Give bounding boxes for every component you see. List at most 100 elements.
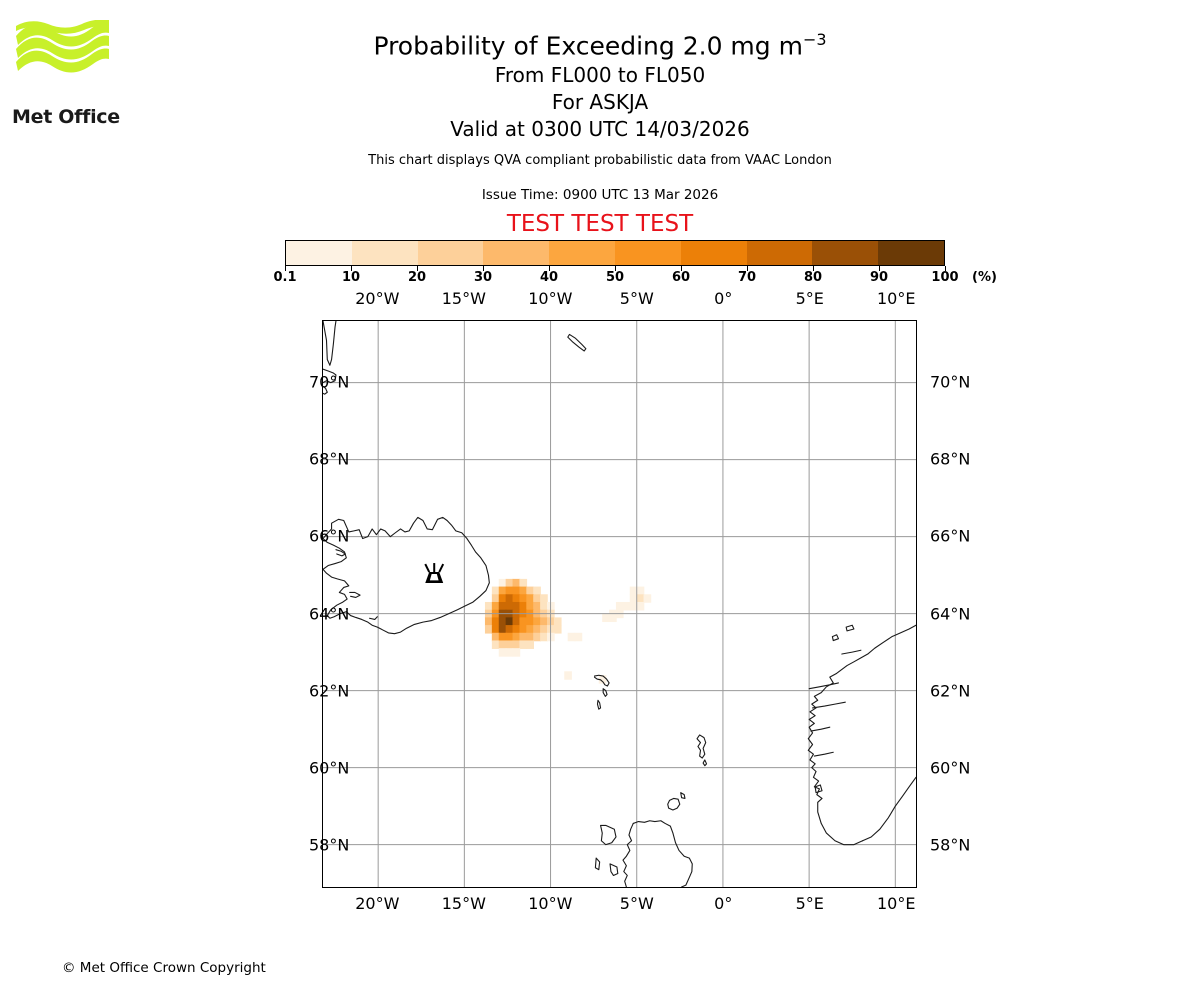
probability-cell — [540, 617, 548, 626]
colorbar-segment-3 — [483, 241, 550, 265]
latitude-label-right: 60°N — [930, 758, 971, 778]
map-canvas — [323, 321, 916, 887]
coastline-path — [335, 549, 346, 557]
coastline-path — [609, 863, 619, 876]
probability-cell — [484, 625, 493, 634]
probability-cell — [602, 613, 610, 623]
probability-cell — [491, 640, 500, 649]
probability-cell — [505, 594, 514, 603]
coastline-path — [696, 734, 707, 759]
probability-cell — [533, 601, 541, 611]
colorbar-ticks — [285, 266, 946, 272]
probability-cell — [622, 601, 631, 611]
probability-cell — [505, 586, 514, 596]
longitude-label-bottom: 5°W — [619, 894, 654, 913]
probability-cell — [574, 632, 583, 642]
probability-cells — [484, 578, 652, 684]
probability-cell — [512, 632, 521, 642]
colorbar-tick — [417, 266, 418, 271]
coastline-path — [813, 751, 834, 757]
graticule-grid — [323, 321, 916, 887]
longitude-label-bottom: 15°W — [441, 894, 486, 913]
volcano-marker-icon — [424, 563, 445, 583]
colorbar-tick-labels: 0.1 10 20 30 40 50 60 70 80 90 100 — [0, 270, 1200, 288]
colorbar-segment-8 — [812, 241, 879, 265]
probability-cell — [491, 625, 500, 634]
probability-cell — [512, 648, 521, 657]
probability-cell — [533, 594, 541, 603]
coastline-path — [594, 857, 601, 871]
colorbar-segment-0 — [286, 241, 352, 265]
colorbar-tick-label: 30 — [473, 270, 493, 285]
colorbar-tick — [549, 266, 550, 271]
probability-cell — [533, 632, 541, 642]
probability-cell — [519, 594, 528, 603]
coastline-path — [600, 824, 617, 846]
colorbar-tick — [615, 266, 616, 271]
colorbar-tick-label: 70 — [737, 270, 757, 285]
probability-cell — [519, 578, 528, 588]
latitude-label-right: 64°N — [930, 604, 971, 624]
probability-cell — [519, 601, 528, 611]
colorbar-segment-5 — [614, 241, 681, 265]
valid-at-line: Valid at 0300 UTC 14/03/2026 — [450, 117, 750, 142]
probability-cell — [491, 632, 500, 642]
colorbar-tick — [285, 266, 286, 271]
probability-cell — [533, 625, 541, 634]
longitude-label-bottom: 0° — [714, 894, 733, 913]
probability-cell — [519, 625, 528, 634]
coastline-path — [841, 649, 862, 655]
probability-cell — [636, 586, 645, 596]
title-exponent: −3 — [802, 30, 827, 49]
probability-cell — [505, 617, 514, 626]
coastline-path — [593, 674, 610, 687]
probability-cell — [491, 617, 500, 626]
probability-cell — [540, 632, 548, 642]
probability-cell — [491, 594, 500, 603]
latitude-label-right: 68°N — [930, 449, 971, 469]
longitude-label-bottom: 10°E — [877, 894, 916, 913]
probability-cell — [519, 632, 528, 642]
probability-cell — [498, 594, 507, 603]
probability-cell — [519, 617, 528, 626]
probability-cell — [498, 625, 507, 634]
coastline-path — [323, 385, 328, 395]
longitude-label-top: 10°W — [528, 289, 573, 308]
volcano-icon — [424, 563, 445, 583]
probability-cell — [505, 632, 514, 642]
coastline-path — [807, 624, 916, 846]
coastline-path — [812, 701, 846, 709]
longitude-label-bottom: 10°W — [528, 894, 573, 913]
probability-cell — [491, 601, 500, 611]
colorbar-tick — [879, 266, 880, 271]
colorbar-segment-1 — [351, 241, 418, 265]
colorbar-segment-9 — [878, 241, 944, 265]
probability-cell — [629, 601, 638, 611]
probability-cell — [519, 640, 528, 649]
probability-cell — [629, 586, 638, 596]
probability-cell — [526, 625, 534, 634]
probability-cell — [512, 625, 521, 634]
probability-cell — [498, 648, 507, 657]
colorbar-tick-label: 90 — [869, 270, 889, 285]
colorbar-tick-label: 0.1 — [273, 270, 297, 285]
page-title: Probability of Exceeding 2.0 mg m−3 — [0, 24, 1200, 62]
coastline-path — [622, 822, 634, 887]
test-banner: TEST TEST TEST — [506, 211, 694, 238]
issue-time-line: Issue Time: 0900 UTC 13 Mar 2026 — [481, 187, 719, 204]
colorbar-tick-label: 60 — [671, 270, 691, 285]
colorbar-segment-4 — [549, 241, 615, 265]
longitude-label-top: 0° — [714, 289, 733, 308]
probability-cell — [526, 640, 534, 649]
flight-level-line: From FL000 to FL050 — [494, 63, 706, 88]
probability-cell — [512, 586, 521, 596]
colorbar-unit-label: (%) — [972, 270, 997, 285]
map-plot-area[interactable] — [322, 320, 917, 888]
probability-cell — [512, 578, 521, 588]
probability-cell — [512, 617, 521, 626]
probability-cell — [533, 617, 541, 626]
probability-cell — [505, 625, 514, 634]
latitude-label-right: 66°N — [930, 526, 971, 546]
copyright-footer: © Met Office Crown Copyright — [62, 960, 266, 976]
